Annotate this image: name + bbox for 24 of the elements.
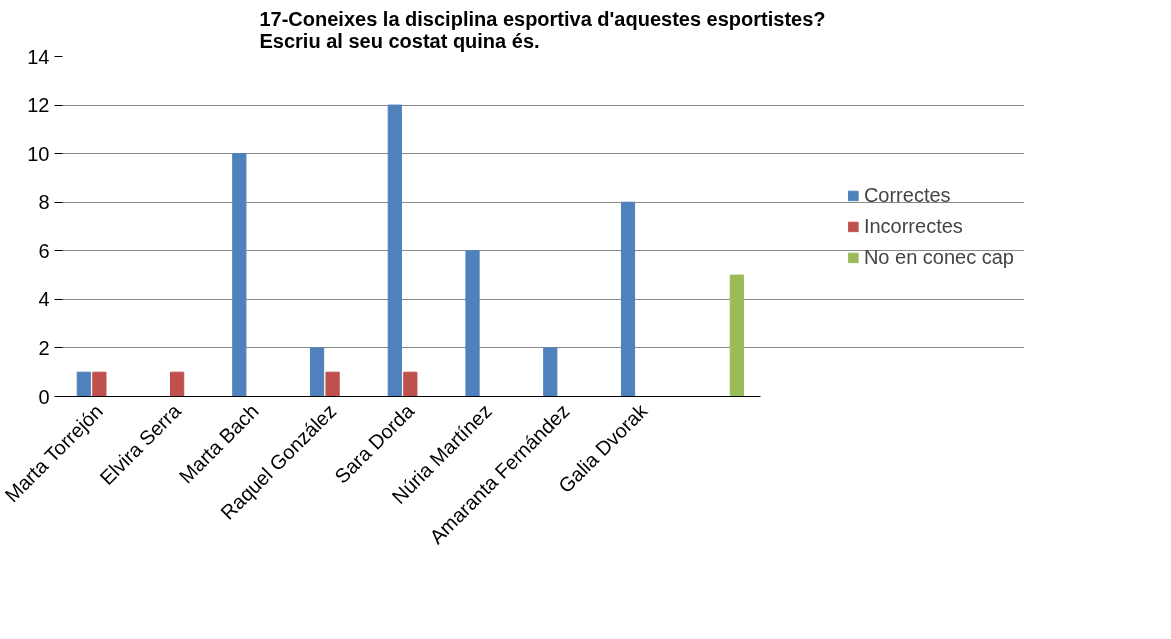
bar	[76, 371, 91, 397]
bar	[309, 347, 325, 397]
legend-label: No en conec cap	[863, 245, 1014, 269]
bar	[543, 347, 558, 397]
bar	[465, 250, 480, 397]
legend-label: Incorrectes	[863, 214, 963, 238]
y-tick-label: 4	[38, 288, 50, 311]
y-tick-label: 0	[38, 385, 50, 408]
bar	[387, 104, 402, 397]
bar	[403, 371, 418, 397]
y-tick-label: 8	[38, 191, 50, 214]
chart-title: 17-Coneixes la disciplina esportiva d'aquestes esportistes? Escriu al seu costat quina és.	[259, 7, 826, 52]
bar	[92, 371, 107, 397]
y-tick-label: 6	[38, 239, 50, 262]
y-tick-label: 14	[27, 45, 50, 68]
legend-label: Correctes	[863, 183, 951, 207]
bar	[325, 371, 340, 397]
bar	[232, 153, 247, 397]
bar	[620, 201, 636, 397]
bar	[729, 274, 744, 397]
y-tick-label: 2	[38, 336, 50, 359]
y-tick-label: 10	[27, 142, 50, 165]
bar	[170, 371, 185, 397]
y-tick-label: 12	[27, 94, 50, 117]
